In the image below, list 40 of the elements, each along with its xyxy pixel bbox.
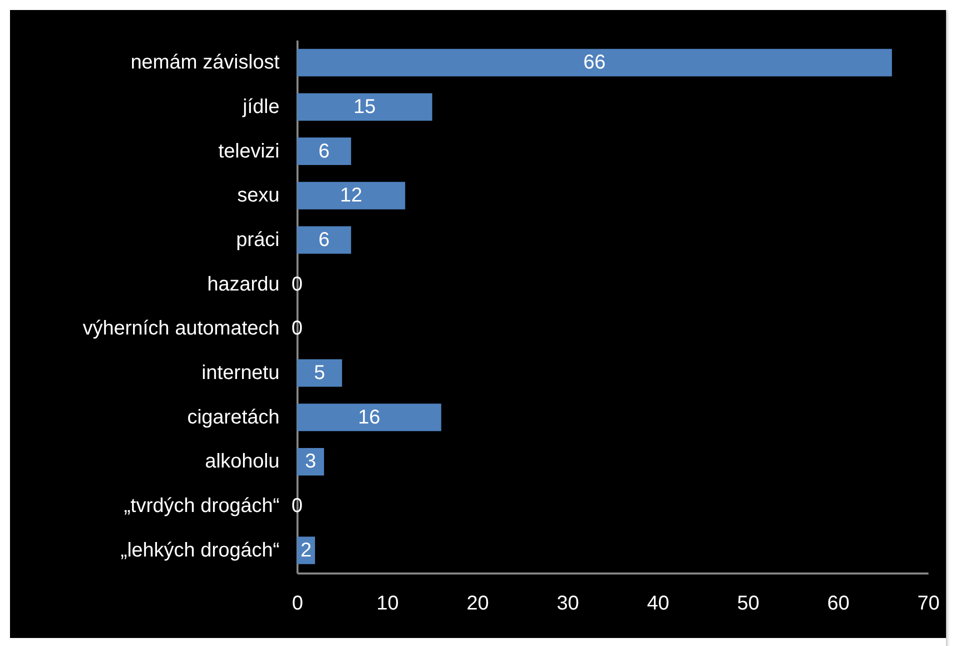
y-tick-label: televizi: [218, 140, 280, 162]
y-tick-label: výherních automatech: [82, 318, 280, 340]
y-tick-label: cigaretách: [187, 406, 280, 428]
x-tick-label: 70: [917, 592, 940, 614]
data-label: 6: [318, 228, 330, 251]
x-tick-label: 40: [646, 592, 670, 614]
data-label: 0: [291, 318, 303, 340]
y-tick-label: hazardu: [207, 273, 280, 296]
x-tick-label: 10: [376, 592, 399, 614]
data-label: 15: [353, 96, 376, 118]
x-tick-label: 20: [466, 592, 489, 614]
bar: [297, 226, 352, 254]
y-tick-label: jídle: [242, 96, 280, 118]
data-label: 2: [300, 539, 312, 562]
y-tick-label: sexu: [237, 184, 280, 207]
bar: [297, 138, 352, 166]
data-label: 5: [314, 362, 326, 384]
y-tick-label: nemám závislost: [130, 52, 280, 74]
data-label: 0: [291, 495, 303, 518]
data-label: 66: [583, 52, 606, 74]
data-label: 0: [291, 273, 303, 296]
data-label: 16: [358, 406, 380, 428]
bar: [297, 182, 406, 210]
x-tick-label: 30: [556, 592, 580, 614]
bar: [297, 359, 342, 387]
bar: [297, 48, 892, 76]
x-tick-label: 50: [737, 592, 760, 614]
bar: [297, 448, 324, 476]
bar: [297, 93, 432, 121]
data-label: 6: [318, 140, 330, 162]
y-tick-label: alkoholu: [204, 450, 280, 473]
data-label: 3: [304, 450, 316, 473]
data-label: 12: [340, 184, 362, 207]
y-tick-label: „tvrdých drogách“: [124, 495, 280, 518]
y-tick-label: „lehkých drogách“: [120, 539, 280, 562]
y-tick-label: práci: [236, 228, 280, 251]
bar: [297, 404, 442, 432]
y-tick-label: internetu: [202, 362, 280, 384]
x-tick-label: 60: [827, 592, 850, 614]
x-tick-label: 0: [292, 592, 304, 614]
